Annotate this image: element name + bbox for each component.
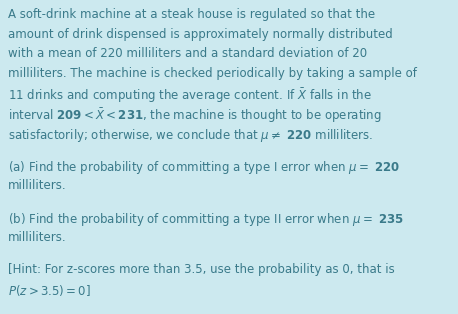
Text: 11 drinks and computing the average content. If $\bar{X}$ falls in the: 11 drinks and computing the average cont… xyxy=(8,87,372,106)
Text: amount of drink dispensed is approximately normally distributed: amount of drink dispensed is approximate… xyxy=(8,28,393,41)
Text: with a mean of 220 milliliters and a standard deviation of 20: with a mean of 220 milliliters and a sta… xyxy=(8,47,367,60)
Text: (a) Find the probability of committing a type I error when $\mu =$ $\mathbf{220}: (a) Find the probability of committing a… xyxy=(8,159,400,176)
Text: milliliters. The machine is checked periodically by taking a sample of: milliliters. The machine is checked peri… xyxy=(8,67,417,80)
Text: (b) Find the probability of committing a type II error when $\mu =$ $\mathbf{235: (b) Find the probability of committing a… xyxy=(8,211,404,228)
Text: milliliters.: milliliters. xyxy=(8,231,67,244)
Text: interval $\mathbf{209} < \bar{X} < \mathbf{231}$, the machine is thought to be o: interval $\mathbf{209} < \bar{X} < \math… xyxy=(8,107,382,125)
Text: $P(z > 3.5) = 0$]: $P(z > 3.5) = 0$] xyxy=(8,283,91,298)
Text: satisfactorily; otherwise, we conclude that $\mu \neq$ $\mathbf{220}$ milliliter: satisfactorily; otherwise, we conclude t… xyxy=(8,127,373,143)
Text: milliliters.: milliliters. xyxy=(8,179,67,192)
Text: [Hint: For z-scores more than 3.5, use the probability as 0, that is: [Hint: For z-scores more than 3.5, use t… xyxy=(8,263,395,276)
Text: A soft-drink machine at a steak house is regulated so that the: A soft-drink machine at a steak house is… xyxy=(8,8,376,21)
